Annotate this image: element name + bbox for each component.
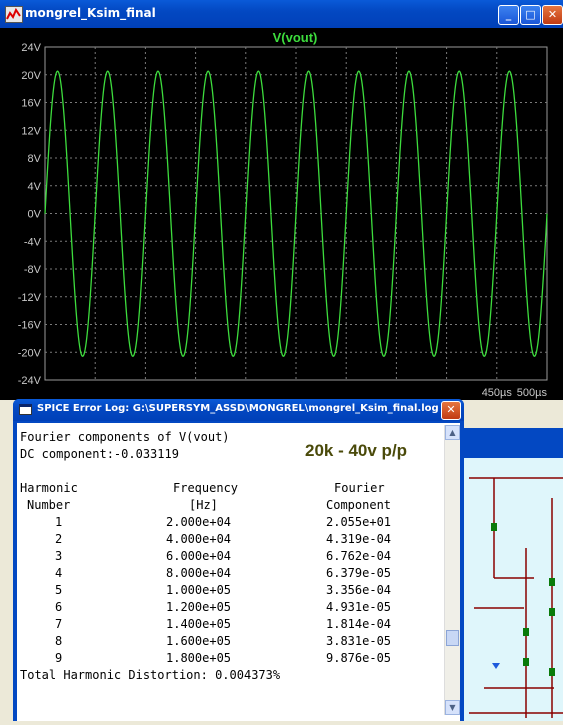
harmonic-number: 6 bbox=[55, 600, 63, 614]
scroll-up-icon[interactable]: ▲ bbox=[445, 425, 460, 440]
harmonic-row: 6 1.200e+05 4.931e-05 bbox=[20, 599, 391, 616]
harmonic-component: 3.356e-04 bbox=[326, 583, 392, 597]
harmonic-row: 7 1.400e+05 1.814e-04 bbox=[20, 616, 391, 633]
harmonic-component: 4.319e-04 bbox=[326, 532, 392, 546]
frequency-header: Frequency bbox=[173, 481, 239, 495]
y-tick-label: -4V bbox=[24, 236, 42, 248]
trace-label[interactable]: V(vout) bbox=[273, 30, 318, 45]
harmonic-component: 2.055e+01 bbox=[326, 515, 392, 529]
plot-pane[interactable]: 24V 20V 16V 12V 8V 4V 0V -4V -8V -12V -16V -20V -24V… bbox=[0, 28, 563, 400]
thd-line: Total Harmonic Distortion: 0.004373% bbox=[20, 668, 281, 682]
harmonic-component: 9.876e-05 bbox=[326, 651, 392, 665]
log-title-bar[interactable]: SPICE Error Log: G:\SUPERSYM_ASSD\MONGRE… bbox=[13, 399, 464, 421]
table-header-row-2: Number [Hz] Component bbox=[20, 497, 391, 514]
y-tick-label: 20V bbox=[21, 70, 41, 82]
y-tick-label: -20V bbox=[18, 347, 42, 359]
harmonic-component: 6.762e-04 bbox=[326, 549, 392, 563]
hz-header: [Hz] bbox=[189, 498, 218, 512]
harmonic-row: 3 6.000e+04 6.762e-04 bbox=[20, 548, 391, 565]
y-tick-label: 4V bbox=[28, 181, 42, 193]
harmonic-row: 4 8.000e+04 6.379e-05 bbox=[20, 565, 391, 582]
window-icon bbox=[19, 404, 32, 415]
waveform-app-icon bbox=[5, 6, 23, 23]
harmonic-row: 2 4.000e+04 4.319e-04 bbox=[20, 531, 391, 548]
harmonic-number: 5 bbox=[55, 583, 63, 597]
number-header: Number bbox=[27, 498, 71, 512]
minimize-button[interactable]: _ bbox=[498, 5, 519, 25]
harmonic-row: 9 1.800e+05 9.876e-05 bbox=[20, 650, 391, 667]
schematic-canvas[interactable] bbox=[464, 458, 563, 721]
maximize-button[interactable]: □ bbox=[520, 5, 541, 25]
y-tick-label: -24V bbox=[18, 375, 42, 387]
harmonic-frequency: 1.600e+05 bbox=[166, 634, 232, 648]
harmonic-frequency: 2.000e+04 bbox=[166, 515, 232, 529]
dc-component: DC component:-0.033119 bbox=[20, 447, 179, 461]
harmonic-frequency: 1.400e+05 bbox=[166, 617, 232, 631]
harmonic-number: 1 bbox=[55, 515, 63, 529]
harmonic-row: 8 1.600e+05 3.831e-05 bbox=[20, 633, 391, 650]
fourier-header: Fourier bbox=[334, 481, 385, 495]
y-tick-label: 12V bbox=[21, 125, 41, 137]
log-text-area[interactable]: Fourier components of V(vout) DC compone… bbox=[17, 423, 460, 721]
harmonic-row: 5 1.000e+05 3.356e-04 bbox=[20, 582, 391, 599]
harmonic-frequency: 1.200e+05 bbox=[166, 600, 232, 614]
harmonic-number: 8 bbox=[55, 634, 63, 648]
vertical-scrollbar[interactable]: ▲ ▼ bbox=[444, 425, 460, 715]
harmonic-component: 6.379e-05 bbox=[326, 566, 392, 580]
harmonic-component: 1.814e-04 bbox=[326, 617, 392, 631]
x-tick-label: 450µs bbox=[482, 387, 513, 399]
schematic-window bbox=[460, 428, 563, 721]
waveform-title-bar[interactable]: mongrel_Ksim_final _ □ ✕ bbox=[0, 0, 563, 28]
schematic-drawing bbox=[469, 477, 563, 718]
fourier-heading: Fourier components of V(vout) bbox=[20, 430, 230, 444]
waveform-window: mongrel_Ksim_final _ □ ✕ 24V 20V 16V 12V 8V 4… bbox=[0, 0, 563, 400]
close-button[interactable]: ✕ bbox=[542, 5, 563, 25]
harmonic-frequency: 1.000e+05 bbox=[166, 583, 232, 597]
spice-log-window: SPICE Error Log: G:\SUPERSYM_ASSD\MONGRE… bbox=[13, 399, 464, 721]
y-tick-label: 24V bbox=[21, 42, 41, 54]
harmonic-component: 3.831e-05 bbox=[326, 634, 392, 648]
harmonic-header: Harmonic bbox=[20, 481, 78, 495]
y-tick-label: 8V bbox=[28, 153, 42, 165]
harmonic-frequency: 4.000e+04 bbox=[166, 532, 232, 546]
harmonic-frequency: 8.000e+04 bbox=[166, 566, 232, 580]
y-tick-label: -8V bbox=[24, 264, 42, 276]
scroll-thumb[interactable] bbox=[446, 630, 459, 646]
harmonic-number: 9 bbox=[55, 651, 63, 665]
log-window-title: SPICE Error Log: G:\SUPERSYM_ASSD\MONGRE… bbox=[37, 403, 439, 414]
harmonic-frequency: 1.800e+05 bbox=[166, 651, 232, 665]
y-tick-label: -16V bbox=[18, 320, 42, 332]
harmonic-number: 7 bbox=[55, 617, 63, 631]
y-tick-label: -12V bbox=[18, 292, 42, 304]
harmonic-number: 3 bbox=[55, 549, 63, 563]
harmonic-frequency: 6.000e+04 bbox=[166, 549, 232, 563]
x-tick-label: 500µs bbox=[517, 387, 548, 399]
log-close-button[interactable]: ✕ bbox=[441, 401, 461, 420]
y-tick-label: 0V bbox=[28, 209, 42, 221]
component-header: Component bbox=[326, 498, 392, 512]
harmonic-row: 1 2.000e+04 2.055e+01 bbox=[20, 514, 391, 531]
vout-trace[interactable] bbox=[44, 70, 548, 358]
annotation-note: 20k - 40v p/p bbox=[305, 441, 408, 460]
waveform-chart[interactable]: 24V 20V 16V 12V 8V 4V 0V -4V -8V -12V -16V -20V -24V… bbox=[0, 28, 563, 400]
y-tick-label: 16V bbox=[21, 98, 41, 110]
waveform-window-title: mongrel_Ksim_final bbox=[25, 6, 156, 20]
harmonic-number: 2 bbox=[55, 532, 63, 546]
table-header-row-1: Harmonic Frequency Fourier bbox=[20, 480, 385, 497]
scroll-down-icon[interactable]: ▼ bbox=[445, 700, 460, 715]
harmonic-number: 4 bbox=[55, 566, 63, 580]
harmonic-component: 4.931e-05 bbox=[326, 600, 392, 614]
